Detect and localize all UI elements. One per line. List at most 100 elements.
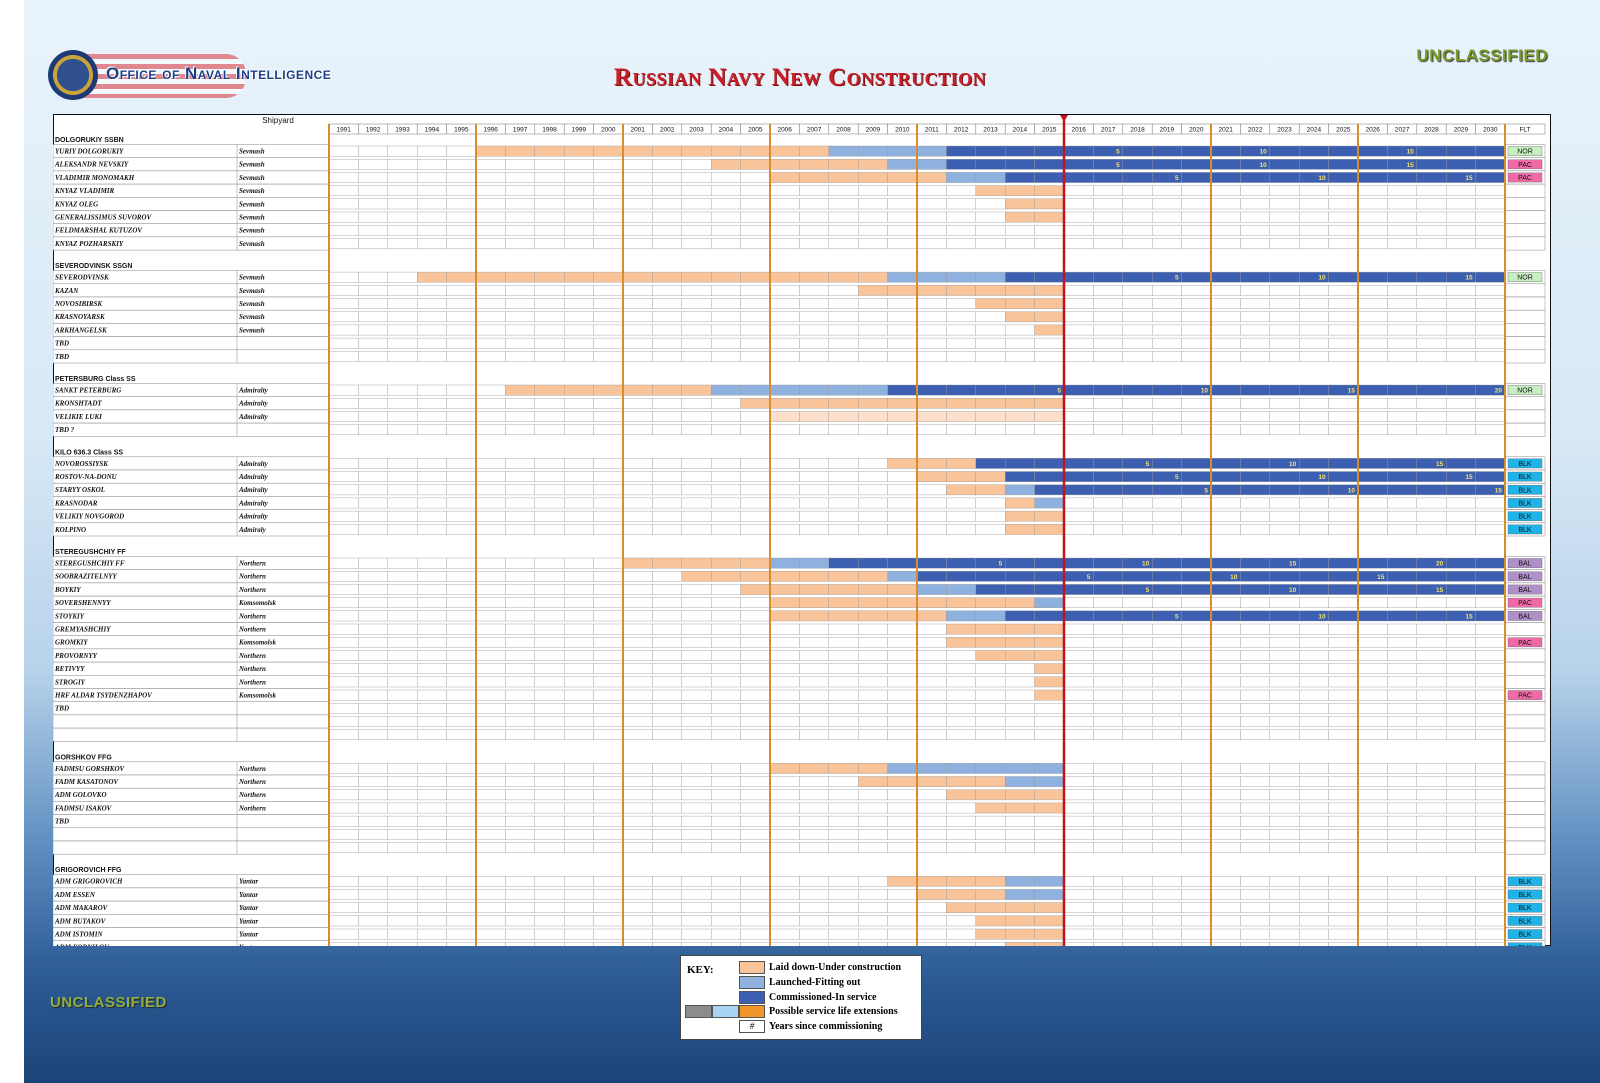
commissioned-bar (1475, 271, 1506, 283)
laid-bar (975, 776, 1006, 787)
laid-bar (711, 571, 741, 582)
year-cell (417, 211, 447, 223)
year-cell (1269, 942, 1300, 946)
year-cell (505, 351, 535, 362)
year-cell (564, 876, 594, 887)
year-cell (1063, 703, 1094, 714)
year-cell (652, 915, 683, 927)
year-cell (1210, 637, 1241, 648)
laid-bar (946, 484, 977, 496)
year-cell (1210, 351, 1241, 362)
year-cell (534, 571, 565, 582)
shipyard-name: Komsomolsk (238, 692, 276, 700)
year-cell (1151, 902, 1182, 913)
year-cell (799, 238, 830, 249)
flt-label: NOR (1517, 388, 1533, 395)
years-since-label: 5 (999, 561, 1003, 568)
commissioned-bar (1093, 610, 1124, 622)
year-cell (799, 689, 830, 701)
laid-bar (858, 285, 888, 296)
year-cell (475, 471, 506, 482)
laid-bar (1034, 942, 1065, 946)
year-cell (828, 497, 859, 509)
laid-bar (769, 172, 800, 183)
year-cell (740, 185, 771, 196)
year-cell (1269, 876, 1300, 887)
year-cell (799, 458, 830, 469)
year-cell (1475, 650, 1506, 661)
year-cell (534, 324, 565, 336)
year-cell (1298, 650, 1329, 661)
year-cell (652, 815, 683, 827)
year-cell (1416, 815, 1447, 827)
year-cell (1416, 703, 1447, 714)
year-cell (858, 676, 888, 688)
commissioned-bar (1093, 557, 1124, 569)
year-cell (417, 876, 447, 887)
year-cell (358, 324, 388, 336)
year-cell (887, 311, 918, 323)
year-cell (505, 902, 535, 913)
commissioned-bar (1357, 384, 1388, 396)
year-cell (711, 458, 741, 469)
year-cell (475, 337, 506, 349)
year-cell (740, 637, 771, 648)
year-cell (1445, 623, 1476, 635)
year-cell (1240, 224, 1271, 236)
key-label-commissioned: Commissioned-In service (769, 992, 877, 1003)
year-cell (1328, 198, 1359, 210)
laid-bar (946, 285, 977, 296)
year-cell (1005, 224, 1035, 236)
year-cell (975, 198, 1006, 210)
year-cell (1063, 524, 1094, 535)
year-cell (652, 285, 683, 296)
year-cell (711, 471, 741, 482)
year-cell (916, 902, 947, 913)
year-cell (1357, 211, 1388, 223)
year-cell (1063, 637, 1094, 648)
year-label: 1993 (395, 127, 410, 134)
year-cell (1416, 637, 1447, 648)
commissioned-bar (1210, 159, 1241, 170)
year-cell (887, 676, 918, 688)
year-cell (328, 411, 359, 422)
launched-bar (828, 145, 859, 157)
year-cell (740, 484, 771, 496)
year-cell (799, 729, 830, 740)
year-cell (769, 889, 800, 900)
year-cell (1475, 942, 1506, 946)
years-since-label: 10 (1260, 149, 1268, 156)
year-cell (858, 497, 888, 509)
year-cell (1181, 597, 1212, 609)
laid-bar (946, 471, 977, 482)
year-cell (564, 584, 594, 595)
year-cell (769, 324, 800, 336)
year-cell (1475, 763, 1506, 774)
commissioned-bar (1240, 584, 1271, 595)
flt-badge (1507, 690, 1543, 700)
launched-bar (799, 557, 830, 569)
laid-bar (769, 584, 800, 595)
year-cell (505, 623, 535, 635)
year-cell (1416, 324, 1447, 336)
year-cell (740, 411, 771, 422)
flt-label: BAL (1518, 587, 1531, 594)
year-cell (328, 497, 359, 509)
year-cell (1122, 842, 1153, 853)
year-cell (1298, 876, 1329, 887)
year-cell (358, 285, 388, 296)
year-cell (711, 398, 741, 409)
laid-bar (740, 557, 771, 569)
ship-name: ADM ISTOMIN (54, 931, 103, 939)
year-cell (387, 716, 418, 727)
ship-name: ALEKSANDR NEVSKIY (54, 161, 129, 169)
laid-bar (740, 398, 771, 409)
year-cell (799, 928, 830, 940)
year-cell (1122, 411, 1153, 422)
launched-bar (946, 610, 977, 622)
year-cell (328, 238, 359, 249)
year-cell (1122, 889, 1153, 900)
year-cell (505, 676, 535, 688)
commissioned-bar (1416, 471, 1447, 482)
year-cell (328, 597, 359, 609)
